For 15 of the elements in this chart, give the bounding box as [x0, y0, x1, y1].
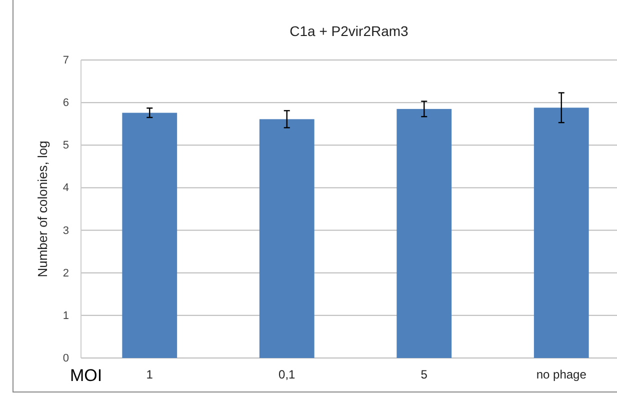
y-tick-label: 2 [62, 267, 69, 280]
x-tick-label: no phage [536, 368, 587, 382]
y-tick-label: 0 [62, 352, 69, 365]
y-axis-title: Number of colonies, log [35, 140, 50, 278]
y-tick-label: 3 [62, 224, 69, 237]
y-tick-label: 4 [62, 182, 69, 194]
chart-title: C1a + P2vir2Ram3 [290, 23, 409, 39]
y-tick-label: 6 [62, 97, 69, 110]
x-tick-label: 0,1 [278, 368, 296, 382]
y-tick-label: 7 [62, 54, 69, 67]
y-tick-label: 5 [62, 140, 69, 152]
text: MOI [70, 366, 102, 385]
x-tick-label: 5 [420, 368, 428, 382]
y-tick-label: 1 [62, 310, 69, 322]
x-tick-label: 1 [146, 368, 154, 382]
